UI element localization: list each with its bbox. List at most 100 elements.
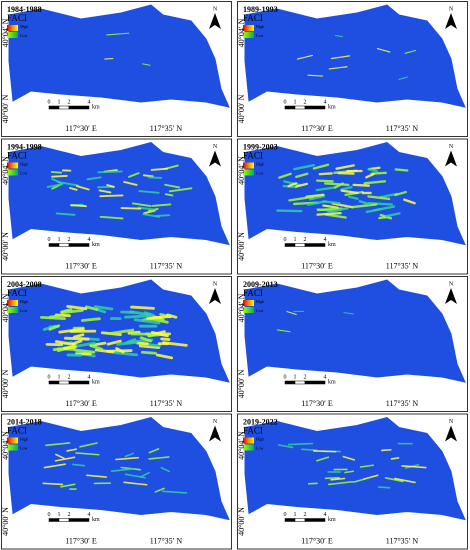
faci-patch xyxy=(160,466,171,473)
faci-patch xyxy=(403,198,416,205)
faci-patch xyxy=(296,54,313,60)
period-label: 2009-2013 xyxy=(243,280,278,289)
legend-low-label: Low xyxy=(20,308,27,313)
faci-patch xyxy=(164,193,174,197)
scale-bar xyxy=(68,243,90,247)
north-arrow xyxy=(445,288,457,304)
study-area xyxy=(8,4,230,108)
faci-patch xyxy=(377,486,391,489)
scale-unit: km xyxy=(92,104,100,110)
faci-patch xyxy=(367,168,379,173)
faci-patch xyxy=(307,74,324,77)
scale-bar xyxy=(58,243,70,247)
period-label: 1989-1993 xyxy=(243,5,278,14)
legend-low xyxy=(243,169,254,176)
faci-patch xyxy=(365,172,375,179)
faci-patch xyxy=(295,172,309,179)
scale-bar xyxy=(304,518,326,522)
faci-patch xyxy=(316,456,330,462)
scale-tick: 1 xyxy=(294,512,297,518)
lat-top: 40°04′ N xyxy=(237,156,246,185)
scale-bar xyxy=(58,105,70,110)
faci-patch xyxy=(315,179,334,183)
scale-bar xyxy=(284,380,296,385)
scale-tick: 2 xyxy=(304,237,307,243)
faci-patch xyxy=(54,340,76,346)
legend-low xyxy=(243,307,254,313)
faci-patch xyxy=(316,211,342,216)
scale-unit: km xyxy=(328,379,336,385)
scale-tick: 4 xyxy=(324,99,327,105)
faci-patch xyxy=(86,474,108,478)
scale-tick: 0 xyxy=(48,374,51,380)
lon-right: 117°35′ N xyxy=(150,261,183,270)
scale-tick: 0 xyxy=(48,512,51,518)
faci-patch xyxy=(42,482,64,486)
scale-tick: 2 xyxy=(68,99,71,105)
legend-high xyxy=(243,162,254,169)
faci-patch xyxy=(109,328,135,335)
legend-high-label: High xyxy=(256,161,264,166)
faci-patch xyxy=(160,337,171,341)
faci-patch xyxy=(322,204,339,209)
scale-tick: 0 xyxy=(284,237,287,243)
faci-patch xyxy=(404,49,416,54)
faci-patch xyxy=(340,185,353,191)
faci-patch xyxy=(293,164,315,171)
period-label: 1994-1998 xyxy=(7,142,42,151)
north-label: N xyxy=(449,6,454,12)
scale-bar xyxy=(284,105,296,110)
faci-patch xyxy=(278,444,294,449)
faci-patch xyxy=(136,341,149,346)
north-arrow xyxy=(209,288,221,304)
faci-patch xyxy=(48,324,61,331)
lon-left: 117°30′ E xyxy=(301,261,333,270)
scale-bar xyxy=(304,243,326,247)
north-label: N xyxy=(449,419,454,425)
scale-tick: 1 xyxy=(294,237,297,243)
north-label: N xyxy=(213,281,218,287)
faci-patch xyxy=(343,312,354,315)
scale-tick: 4 xyxy=(324,512,327,518)
faci-patch xyxy=(48,314,61,319)
legend-low-label: Low xyxy=(256,33,263,38)
lat-top: 40°04′ N xyxy=(1,18,10,47)
scale-bar xyxy=(294,105,306,110)
north-arrow xyxy=(445,13,457,29)
faci-patch xyxy=(318,172,333,176)
faci-patch xyxy=(140,350,157,355)
faci-patch xyxy=(154,487,165,493)
scale-tick: 0 xyxy=(284,374,287,380)
lon-right: 117°35′ N xyxy=(386,261,419,270)
faci-patch xyxy=(106,32,130,36)
faci-patch xyxy=(84,305,99,311)
faci-patch xyxy=(97,170,123,174)
faci-patch xyxy=(131,202,152,207)
scale-tick: 1 xyxy=(58,99,61,105)
scale-bar xyxy=(48,105,60,110)
scale-tick: 1 xyxy=(58,374,61,380)
period-label: 2014-2018 xyxy=(7,417,42,426)
faci-patch xyxy=(363,474,379,480)
lat-bottom: 40°00′ N xyxy=(1,507,10,536)
faci-patch xyxy=(337,171,355,175)
lat-top: 40°04′ N xyxy=(1,293,10,322)
faci-patch xyxy=(114,456,140,461)
faci-patch xyxy=(72,463,86,467)
lon-right: 117°35′ N xyxy=(386,399,419,408)
legend-high-label: High xyxy=(256,24,264,29)
lon-left: 117°30′ E xyxy=(301,399,333,408)
legend-high-label: High xyxy=(20,436,28,441)
scale-tick: 2 xyxy=(68,374,71,380)
faci-patch xyxy=(324,213,347,219)
faci-patch xyxy=(106,184,115,188)
lat-bottom: 40°00′ N xyxy=(237,507,246,536)
faci-patch xyxy=(46,183,64,188)
index-label: FACI xyxy=(7,288,27,298)
faci-patch xyxy=(71,339,83,346)
scale-unit: km xyxy=(328,517,336,523)
